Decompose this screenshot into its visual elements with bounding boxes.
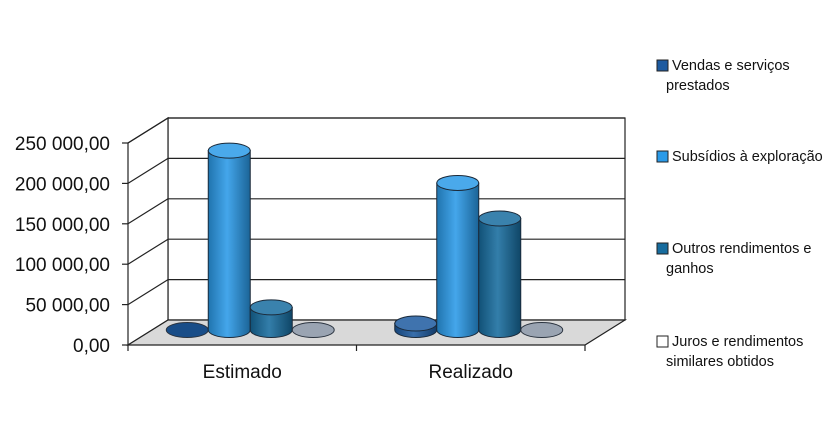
y-tick-label: 50 000,00 — [25, 296, 110, 317]
gridline-side — [127, 198, 169, 225]
y-tick-label: 200 000,00 — [15, 174, 110, 195]
legend-label-line: Outros rendimentos e — [672, 241, 811, 257]
legend-label: Juros e rendimentos similares obtidos — [666, 334, 803, 370]
plot-walls — [125, 116, 628, 347]
y-tick-label: 150 000,00 — [15, 215, 110, 236]
legend-label-line: Juros e rendimentos — [672, 334, 803, 350]
gridline-side — [127, 238, 169, 265]
bar-top — [207, 142, 251, 159]
legend-swatch — [656, 59, 669, 72]
bar-cylinder — [478, 217, 522, 338]
legend: Vendas e serviços prestados Subsídios à ex… — [656, 58, 823, 370]
legend-label-line: prestados — [666, 78, 730, 94]
x-category-label: Realizado — [429, 362, 514, 383]
bar-top — [394, 315, 438, 332]
legend-label: Outros rendimentos e ganhos — [666, 241, 811, 277]
legend-label: Vendas e serviços prestados — [666, 58, 790, 94]
bars — [165, 142, 564, 338]
y-axis-tick-labels: 0,00 50 000,00 100 000,00 150 000,00 200 000… — [15, 134, 110, 357]
gridline-side — [127, 117, 169, 144]
x-axis-category-labels: Estimado Realizado — [203, 362, 513, 383]
legend-label-line: Vendas e serviços — [672, 58, 790, 74]
bar-disk — [291, 322, 335, 338]
legend-swatch — [656, 150, 669, 163]
legend-label-line: Subsídios à exploração — [672, 149, 823, 165]
bar-top — [436, 174, 480, 191]
bar-top — [478, 210, 522, 227]
gridline-side — [127, 279, 169, 306]
gridline-side — [127, 157, 169, 184]
bar-cylinder — [207, 150, 251, 338]
x-category-label: Estimado — [203, 362, 282, 383]
legend-label-line: similares obtidos — [666, 354, 774, 370]
y-tick-label: 250 000,00 — [15, 134, 110, 155]
side-wall — [127, 116, 169, 347]
y-tick-label: 100 000,00 — [15, 255, 110, 276]
legend-label-line: ganhos — [666, 261, 714, 277]
bar-disk — [520, 322, 564, 338]
bar-top — [249, 299, 293, 316]
legend-swatch — [656, 335, 669, 348]
legend-label: Subsídios à exploração — [672, 149, 823, 165]
legend-swatch — [656, 242, 669, 255]
bar-cylinder — [436, 182, 480, 338]
y-tick-label: 0,00 — [73, 336, 110, 357]
bar-disk — [165, 322, 209, 338]
